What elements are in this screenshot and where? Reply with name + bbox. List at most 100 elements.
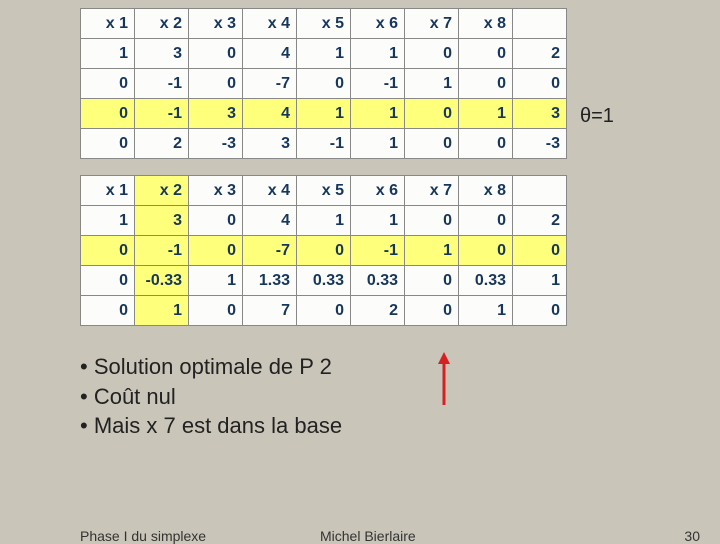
table-cell: 0 [189, 206, 243, 236]
bullet-3: • Mais x 7 est dans la base [80, 411, 342, 441]
table-row: 130411002 [81, 39, 567, 69]
table-cell: 1.33 [243, 266, 297, 296]
table-cell: 0 [405, 266, 459, 296]
table-cell: 0 [297, 296, 351, 326]
table-cell: -3 [189, 129, 243, 159]
table-row: 02-33-1100-3 [81, 129, 567, 159]
table-cell: 1 [351, 39, 405, 69]
table-header-cell: x 7 [405, 9, 459, 39]
table-cell: 0 [513, 69, 567, 99]
table-cell: 1 [81, 39, 135, 69]
table-header-cell: x 6 [351, 176, 405, 206]
table-cell: 0 [81, 99, 135, 129]
table-cell: 1 [351, 206, 405, 236]
table-cell: 0 [81, 236, 135, 266]
table-cell: 1 [459, 296, 513, 326]
table-cell: 0 [459, 236, 513, 266]
table-cell: 0.33 [351, 266, 405, 296]
table-cell: -7 [243, 69, 297, 99]
table-cell: 0 [405, 99, 459, 129]
table-cell: 0 [459, 206, 513, 236]
table-cell: 0 [459, 129, 513, 159]
table-header-cell: x 2 [135, 176, 189, 206]
table-cell: 4 [243, 39, 297, 69]
table-cell: -1 [135, 99, 189, 129]
table-cell: 1 [297, 99, 351, 129]
table-cell: 0 [81, 266, 135, 296]
table-cell: 0 [405, 206, 459, 236]
table-header-cell [513, 9, 567, 39]
table-header-cell: x 3 [189, 9, 243, 39]
table-cell: 1 [297, 206, 351, 236]
table-cell: -1 [297, 129, 351, 159]
footer-left: Phase I du simplexe [80, 528, 206, 544]
table-cell: 2 [513, 206, 567, 236]
table-cell: -0.33 [135, 266, 189, 296]
table-cell: 0.33 [459, 266, 513, 296]
table-cell: -1 [351, 69, 405, 99]
table-cell: 0 [189, 69, 243, 99]
bullet-list: • Solution optimale de P 2 • Coût nul • … [80, 352, 342, 441]
table-cell: 1 [297, 39, 351, 69]
table-header-cell: x 8 [459, 176, 513, 206]
table-cell: 1 [351, 99, 405, 129]
table-cell: 1 [459, 99, 513, 129]
table-cell: 0 [297, 236, 351, 266]
table-cell: 2 [351, 296, 405, 326]
table-row: 0-10-70-1100 [81, 236, 567, 266]
table-cell: 0 [81, 129, 135, 159]
up-arrow-icon [434, 350, 454, 415]
table-row: 0-10-70-1100 [81, 69, 567, 99]
table-cell: 1 [513, 266, 567, 296]
table-header-cell: x 3 [189, 176, 243, 206]
table-cell: -3 [513, 129, 567, 159]
table-cell: -7 [243, 236, 297, 266]
table-cell: 0 [405, 39, 459, 69]
theta-label: θ=1 [580, 105, 614, 128]
bullet-2: • Coût nul [80, 382, 342, 412]
table-cell: 4 [243, 206, 297, 236]
table-header-cell: x 5 [297, 176, 351, 206]
table-cell: 0.33 [297, 266, 351, 296]
table-header-cell: x 2 [135, 9, 189, 39]
table-row: 0-0.3311.330.330.3300.331 [81, 266, 567, 296]
table-cell: 2 [135, 129, 189, 159]
table-row: 0-13411013 [81, 99, 567, 129]
table-cell: 0 [513, 236, 567, 266]
table-cell: -1 [351, 236, 405, 266]
table-header-cell: x 6 [351, 9, 405, 39]
table-row: 010702010 [81, 296, 567, 326]
table-cell: -1 [135, 69, 189, 99]
simplex-table-2: x 1x 2x 3x 4x 5x 6x 7x 81304110020-10-70… [80, 175, 567, 326]
table-cell: 0 [189, 236, 243, 266]
table-cell: 3 [243, 129, 297, 159]
table-cell: 0 [513, 296, 567, 326]
table-cell: 1 [81, 206, 135, 236]
table-row: 130411002 [81, 206, 567, 236]
table-cell: 1 [351, 129, 405, 159]
table-cell: 1 [405, 69, 459, 99]
table-header-cell: x 4 [243, 176, 297, 206]
table-cell: 0 [405, 296, 459, 326]
table-cell: 0 [81, 296, 135, 326]
footer-right: 30 [684, 528, 700, 544]
table-cell: 4 [243, 99, 297, 129]
table-header-cell: x 5 [297, 9, 351, 39]
table-cell: 0 [189, 296, 243, 326]
table-cell: 3 [135, 206, 189, 236]
table-cell: 1 [405, 236, 459, 266]
table-cell: -1 [135, 236, 189, 266]
table-cell: 0 [405, 129, 459, 159]
table-header-cell: x 8 [459, 9, 513, 39]
table-cell: 1 [135, 296, 189, 326]
table-cell: 0 [297, 69, 351, 99]
bullet-1: • Solution optimale de P 2 [80, 352, 342, 382]
table-header-cell: x 4 [243, 9, 297, 39]
table-cell: 0 [459, 69, 513, 99]
table-cell: 3 [189, 99, 243, 129]
table-cell: 7 [243, 296, 297, 326]
footer-center: Michel Bierlaire [320, 528, 416, 544]
table-cell: 3 [513, 99, 567, 129]
table-header-cell: x 1 [81, 176, 135, 206]
table-header-cell: x 7 [405, 176, 459, 206]
